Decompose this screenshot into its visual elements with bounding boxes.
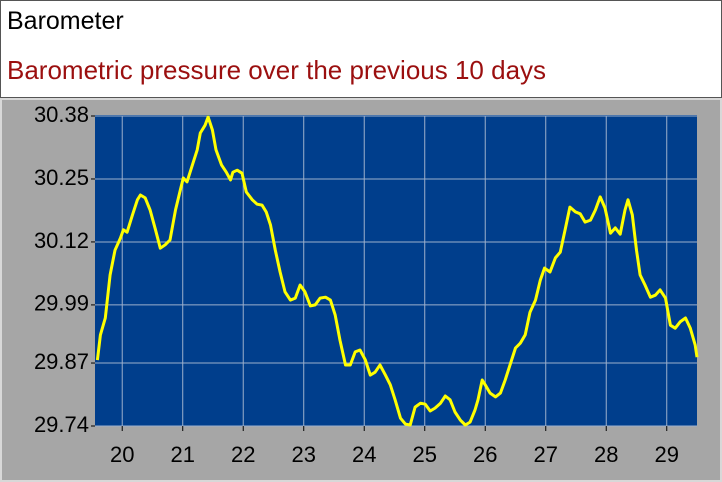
data-line: [95, 115, 699, 427]
x-tick-label: 25: [412, 442, 436, 467]
y-tick-label: 30.25: [34, 165, 89, 190]
x-tick-label: 22: [231, 442, 255, 467]
x-tick-label: 21: [170, 442, 194, 467]
x-tick-label: 27: [534, 442, 558, 467]
x-tick-label: 23: [291, 442, 315, 467]
y-tick-label: 30.38: [34, 102, 89, 127]
y-tick-label: 29.87: [34, 349, 89, 374]
plot-area: [95, 115, 697, 426]
y-tick-label: 30.12: [34, 228, 89, 253]
x-tick-label: 20: [110, 442, 134, 467]
chart-title: Barometer: [7, 7, 124, 35]
x-tick-label: 24: [352, 442, 376, 467]
x-tick-label: 29: [655, 442, 679, 467]
y-tick-label: 29.99: [34, 291, 89, 316]
chart-subtitle: Barometric pressure over the previous 10…: [7, 55, 547, 85]
x-tick-label: 26: [473, 442, 497, 467]
header: Barometer Barometric pressure over the p…: [0, 0, 722, 98]
x-tick-label: 28: [594, 442, 618, 467]
chart: 29.74 29.87 29.99 30.12 30.25 30.38 20 21 22 23 24…: [0, 98, 722, 482]
y-tick-label: 29.74: [34, 412, 89, 437]
